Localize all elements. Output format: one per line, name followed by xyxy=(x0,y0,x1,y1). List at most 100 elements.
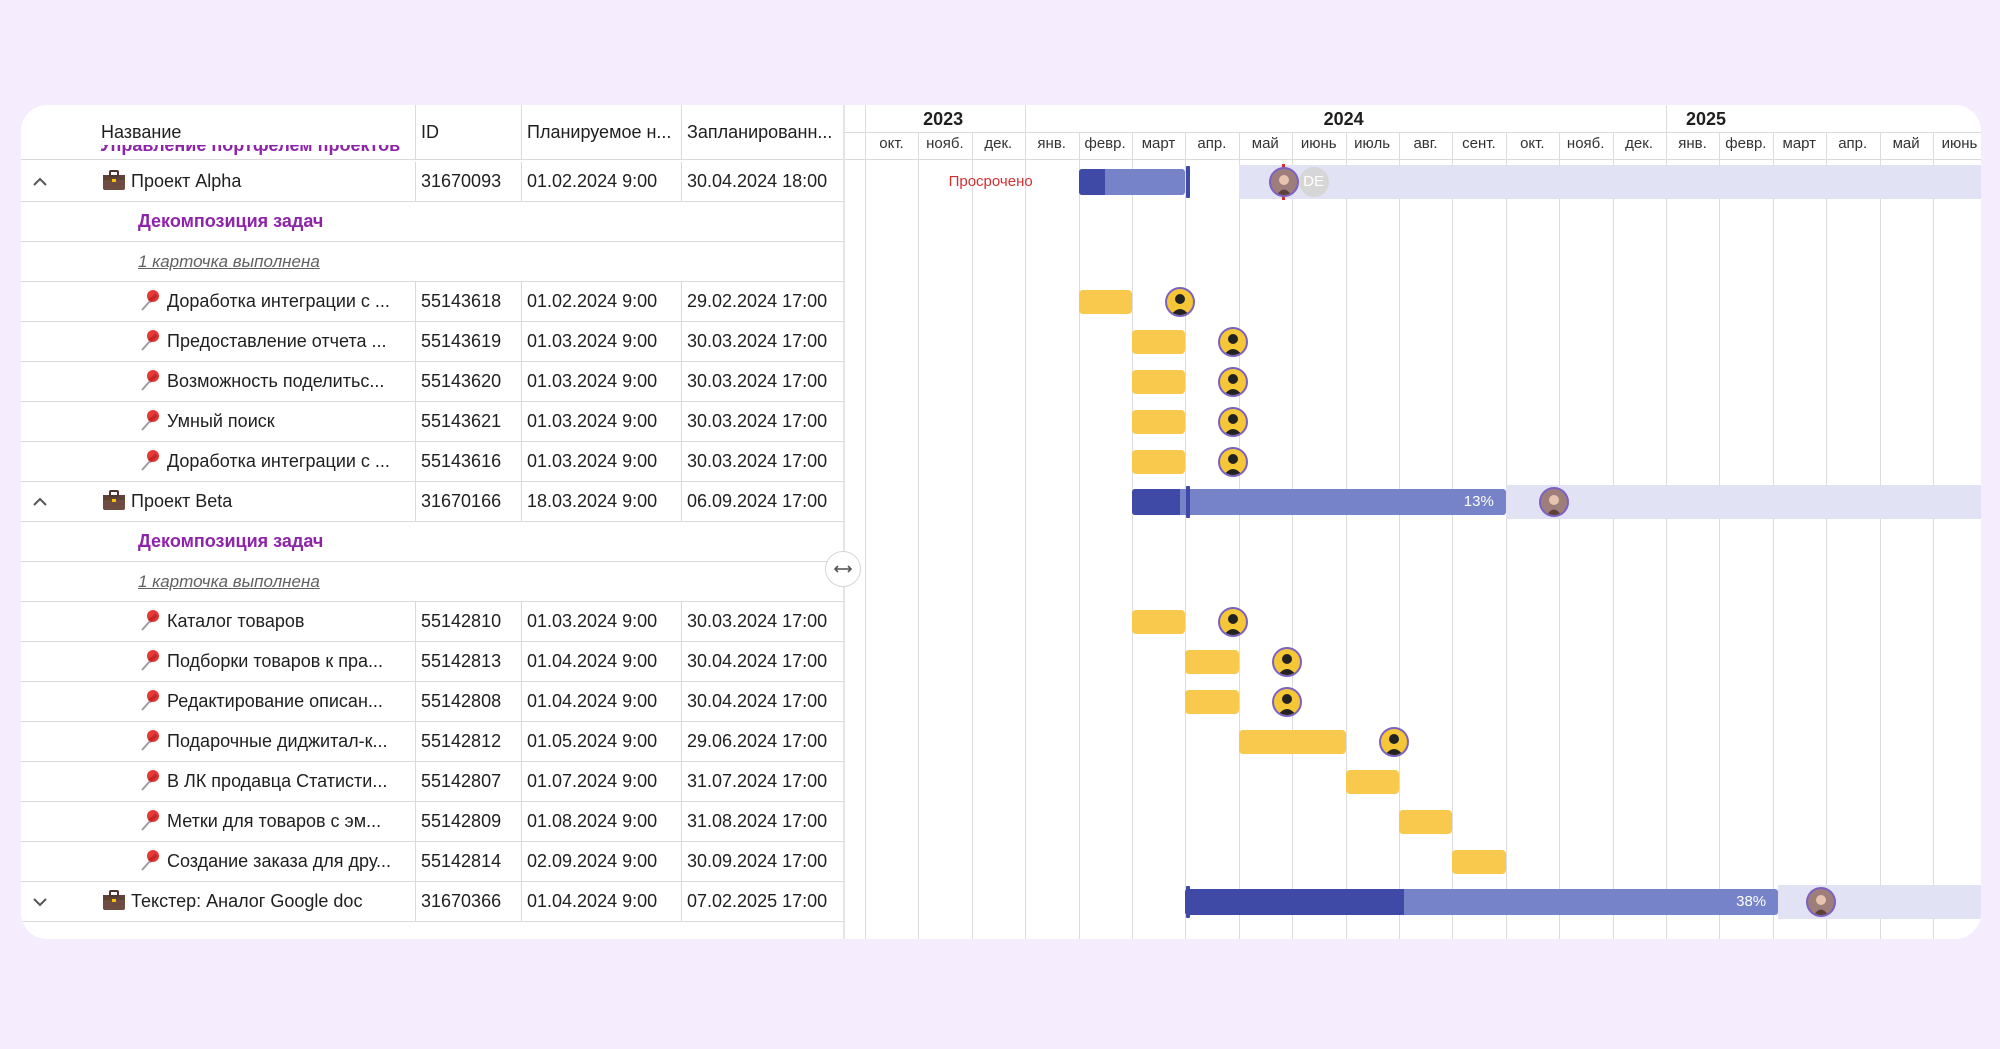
task-row[interactable]: Предоставление отчета ... 55143619 01.03.2… xyxy=(21,322,843,362)
expand-button[interactable] xyxy=(31,893,49,911)
column-header-planned-start[interactable]: Планируемое н... xyxy=(527,122,672,142)
column-divider xyxy=(415,282,416,322)
task-row[interactable]: Каталог товаров 55142810 01.03.2024 9:00 30… xyxy=(21,602,843,642)
assignee-avatar[interactable] xyxy=(1218,447,1249,477)
assignee-avatar[interactable] xyxy=(1165,287,1196,317)
pushpin-icon xyxy=(141,730,159,751)
task-bar[interactable] xyxy=(1345,770,1399,794)
person-icon xyxy=(1813,895,1828,915)
column-divider xyxy=(521,602,522,642)
id-cell: 55142810 xyxy=(421,611,502,631)
briefcase-icon xyxy=(103,490,125,510)
project-row[interactable]: Проект Beta 31670166 18.03.2024 9:00 06.09.… xyxy=(21,482,843,522)
project-name[interactable]: Проект Alpha xyxy=(131,171,242,191)
task-name[interactable]: Подарочные диджитал-к... xyxy=(167,731,388,751)
pane-resize-handle[interactable] xyxy=(825,551,861,587)
task-bar[interactable] xyxy=(1132,410,1186,434)
task-name[interactable]: Метки для товаров с эм... xyxy=(167,811,382,831)
project-progress-label: 38% xyxy=(1736,893,1767,910)
task-bar[interactable] xyxy=(1452,850,1506,874)
task-bar[interactable] xyxy=(1132,330,1186,354)
section-row[interactable]: Декомпозиция задач xyxy=(21,522,843,562)
task-name[interactable]: В ЛК продавца Статисти... xyxy=(167,771,388,791)
row-divider xyxy=(21,761,843,762)
task-bar[interactable] xyxy=(1185,690,1239,714)
task-row[interactable]: Подарочные диджитал-к... 55142812 01.05.20… xyxy=(21,722,843,762)
task-row[interactable]: Создание заказа для дру... 55142814 02.09.… xyxy=(21,842,843,882)
chevron-up-icon xyxy=(33,177,47,186)
decomposition-title[interactable]: Декомпозиция задач xyxy=(138,211,324,231)
task-name[interactable]: Предоставление отчета ... xyxy=(167,331,387,351)
completed-cards-link[interactable]: 1 карточка выполнена xyxy=(138,252,320,271)
month-gridline xyxy=(1772,133,1774,939)
column-divider xyxy=(681,642,682,682)
resize-arrows-icon xyxy=(833,565,853,573)
month-gridline xyxy=(971,133,973,939)
collapse-button[interactable] xyxy=(31,173,49,191)
month-gridline xyxy=(1292,133,1294,939)
task-bar[interactable] xyxy=(1132,370,1186,394)
id-cell: 31670093 xyxy=(421,171,502,191)
project-name[interactable]: Текстер: Аналог Google doc xyxy=(131,891,363,911)
decomposition-title[interactable]: Декомпозиция задач xyxy=(138,531,324,551)
assignee-avatar[interactable] xyxy=(1271,647,1302,677)
planned-end-cell: 30.04.2024 17:00 xyxy=(687,651,828,671)
task-name[interactable]: Доработка интеграции с ... xyxy=(167,291,390,311)
row-divider xyxy=(21,441,843,442)
task-bar[interactable] xyxy=(1132,610,1186,634)
planned-start-cell: 01.02.2024 9:00 xyxy=(527,291,658,311)
assignee-avatar[interactable] xyxy=(1218,367,1249,397)
column-header-planned-end[interactable]: Запланированн... xyxy=(687,122,833,142)
task-row[interactable]: Метки для товаров с эм... 55142809 01.08.2… xyxy=(21,802,843,842)
year-divider xyxy=(865,105,866,159)
task-name[interactable]: Доработка интеграции с ... xyxy=(167,451,390,471)
column-divider xyxy=(521,802,522,842)
assignee-avatar[interactable] xyxy=(1805,887,1836,917)
task-name[interactable]: Подборки товаров к пра... xyxy=(167,651,383,671)
assignee-avatar[interactable] xyxy=(1271,687,1302,717)
task-row[interactable]: Возможность поделитьс... 55143620 01.03.20… xyxy=(21,362,843,402)
task-name[interactable]: Возможность поделитьс... xyxy=(167,371,385,391)
task-bar[interactable] xyxy=(1238,730,1346,754)
assignee-initials-avatar[interactable]: DE xyxy=(1298,167,1329,197)
column-divider xyxy=(415,442,416,482)
assignee-avatar[interactable] xyxy=(1218,607,1249,637)
task-name[interactable]: Создание заказа для дру... xyxy=(167,851,392,871)
column-divider xyxy=(521,842,522,882)
task-row[interactable]: Редактирование описан... 55142808 01.04.20… xyxy=(21,682,843,722)
month-label: март xyxy=(1141,135,1176,152)
task-row[interactable]: Подборки товаров к пра... 55142813 01.04.2… xyxy=(21,642,843,682)
task-bar[interactable] xyxy=(1132,450,1186,474)
assignee-avatar[interactable] xyxy=(1218,327,1249,357)
planned-end-cell: 30.03.2024 17:00 xyxy=(687,451,828,471)
collapse-button[interactable] xyxy=(31,493,49,511)
project-row[interactable]: Проект Alpha 31670093 01.02.2024 9:00 30.04… xyxy=(21,162,843,202)
task-name[interactable]: Редактирование описан... xyxy=(167,691,383,711)
completed-cards-link[interactable]: 1 карточка выполнена xyxy=(138,572,320,591)
task-bar[interactable] xyxy=(1399,810,1453,834)
task-row[interactable]: Доработка интеграции с ... 55143618 01.02.… xyxy=(21,282,843,322)
month-label: янв. xyxy=(1037,135,1066,152)
task-bar[interactable] xyxy=(1078,290,1132,314)
task-name[interactable]: Каталог товаров xyxy=(167,611,305,631)
task-row[interactable]: В ЛК продавца Статисти... 55142807 01.07.2… xyxy=(21,762,843,802)
project-bar[interactable] xyxy=(1132,489,1506,515)
task-name[interactable]: Умный поиск xyxy=(167,411,275,431)
month-label: июнь xyxy=(1300,135,1337,152)
task-row[interactable]: Умный поиск 55143621 01.03.2024 9:00 30.03.… xyxy=(21,402,843,442)
project-name[interactable]: Проект Beta xyxy=(131,491,233,511)
briefcase-icon xyxy=(103,170,125,190)
project-progress-fill xyxy=(1132,489,1181,515)
assignee-avatar[interactable] xyxy=(1218,407,1249,437)
column-divider xyxy=(521,722,522,762)
assignee-avatar[interactable] xyxy=(1538,487,1569,517)
task-row[interactable]: Доработка интеграции с ... 55143616 01.03.… xyxy=(21,442,843,482)
assignee-avatar[interactable] xyxy=(1269,167,1300,197)
month-label: нояб. xyxy=(1566,135,1605,152)
assignee-avatar[interactable] xyxy=(1378,727,1409,757)
project-row[interactable]: Текстер: Аналог Google doc 31670366 01.04.… xyxy=(21,882,843,922)
month-gridline xyxy=(1505,133,1507,939)
section-row[interactable]: Декомпозиция задач xyxy=(21,202,843,242)
task-bar[interactable] xyxy=(1185,650,1239,674)
planned-start-cell: 01.03.2024 9:00 xyxy=(527,411,658,431)
